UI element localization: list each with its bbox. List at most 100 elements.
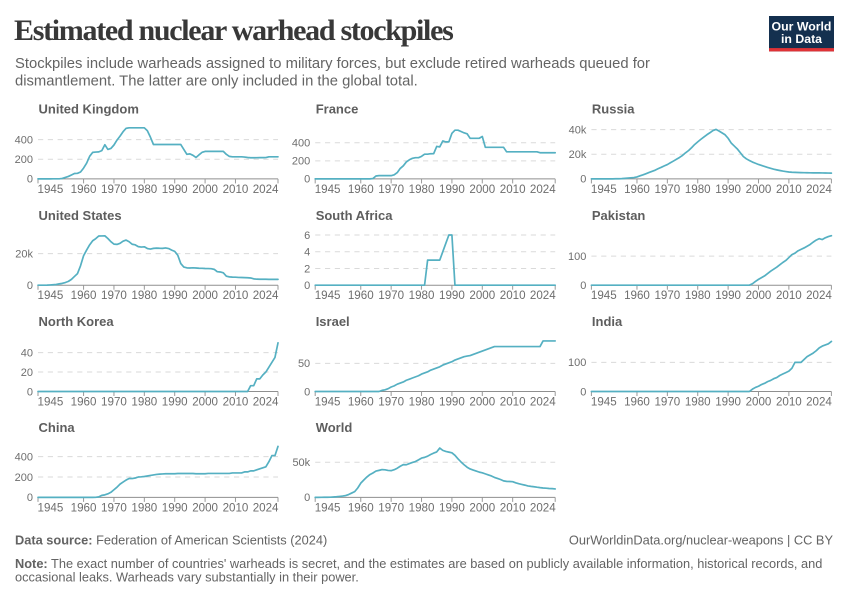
svg-text:1945: 1945 [315, 501, 341, 514]
svg-text:1970: 1970 [654, 289, 680, 302]
svg-text:0: 0 [27, 280, 33, 292]
svg-text:United Kingdom: United Kingdom [39, 102, 139, 117]
svg-text:20k: 20k [569, 149, 587, 161]
svg-text:2024: 2024 [530, 396, 556, 409]
svg-text:1945: 1945 [591, 289, 617, 302]
svg-text:0: 0 [27, 492, 33, 504]
svg-text:1960: 1960 [348, 183, 374, 196]
svg-text:1945: 1945 [315, 183, 341, 196]
svg-text:Estimated nuclear warhead stoc: Estimated nuclear warhead stockpiles [14, 14, 453, 47]
svg-text:40k: 40k [569, 124, 587, 136]
svg-text:2010: 2010 [776, 289, 802, 302]
svg-text:Russia: Russia [592, 102, 635, 117]
svg-text:1945: 1945 [315, 396, 341, 409]
svg-text:2010: 2010 [500, 501, 526, 514]
svg-text:2010: 2010 [223, 183, 249, 196]
svg-text:2024: 2024 [253, 289, 279, 302]
svg-text:1970: 1970 [654, 396, 680, 409]
svg-text:2000: 2000 [192, 396, 218, 409]
svg-text:1960: 1960 [624, 289, 650, 302]
svg-text:1990: 1990 [439, 183, 465, 196]
svg-text:50: 50 [298, 358, 310, 370]
svg-text:1980: 1980 [685, 183, 711, 196]
svg-text:2024: 2024 [530, 289, 556, 302]
svg-text:2024: 2024 [806, 396, 832, 409]
svg-text:200: 200 [15, 154, 33, 166]
svg-text:1980: 1980 [131, 183, 157, 196]
svg-text:200: 200 [15, 472, 33, 484]
svg-text:1945: 1945 [591, 396, 617, 409]
svg-text:2010: 2010 [500, 289, 526, 302]
svg-text:1980: 1980 [131, 396, 157, 409]
svg-text:1960: 1960 [71, 501, 97, 514]
svg-text:0: 0 [580, 386, 586, 398]
svg-text:North Korea: North Korea [39, 314, 115, 329]
svg-text:1990: 1990 [162, 501, 188, 514]
svg-text:0: 0 [580, 280, 586, 292]
svg-text:1990: 1990 [162, 289, 188, 302]
svg-text:2024: 2024 [253, 501, 279, 514]
svg-text:1960: 1960 [624, 396, 650, 409]
svg-text:1980: 1980 [131, 289, 157, 302]
svg-text:Note: The exact number of coun: Note: The exact number of countries' war… [15, 556, 822, 571]
svg-text:1960: 1960 [348, 501, 374, 514]
svg-text:2: 2 [304, 263, 310, 275]
svg-text:1945: 1945 [315, 289, 341, 302]
svg-text:2000: 2000 [192, 501, 218, 514]
svg-text:Pakistan: Pakistan [592, 208, 646, 223]
svg-text:2000: 2000 [469, 501, 495, 514]
svg-text:1990: 1990 [439, 289, 465, 302]
svg-text:1945: 1945 [38, 501, 64, 514]
svg-text:1990: 1990 [715, 183, 741, 196]
svg-text:20: 20 [21, 367, 33, 379]
svg-text:1970: 1970 [101, 396, 127, 409]
svg-text:2024: 2024 [253, 396, 279, 409]
svg-text:1970: 1970 [378, 501, 404, 514]
svg-text:2000: 2000 [746, 396, 772, 409]
svg-text:World: World [316, 420, 353, 435]
svg-text:Stockpiles include warheads as: Stockpiles include warheads assigned to … [15, 56, 650, 72]
svg-text:1980: 1980 [409, 289, 435, 302]
svg-text:1970: 1970 [378, 289, 404, 302]
svg-text:0: 0 [304, 174, 310, 186]
svg-text:in Data: in Data [781, 32, 822, 46]
svg-text:1970: 1970 [654, 183, 680, 196]
svg-text:2010: 2010 [223, 396, 249, 409]
svg-text:India: India [592, 314, 623, 329]
svg-text:1945: 1945 [38, 289, 64, 302]
svg-text:South Africa: South Africa [316, 208, 394, 223]
svg-text:1990: 1990 [715, 289, 741, 302]
svg-text:400: 400 [292, 138, 310, 150]
svg-text:2000: 2000 [469, 183, 495, 196]
svg-text:2000: 2000 [746, 183, 772, 196]
svg-text:0: 0 [304, 492, 310, 504]
svg-text:Our World: Our World [772, 20, 832, 34]
svg-text:1970: 1970 [378, 183, 404, 196]
svg-text:1970: 1970 [101, 289, 127, 302]
svg-text:China: China [39, 420, 76, 435]
svg-text:1990: 1990 [439, 501, 465, 514]
svg-text:2024: 2024 [530, 501, 556, 514]
svg-text:2024: 2024 [530, 183, 556, 196]
svg-text:2024: 2024 [806, 183, 832, 196]
svg-text:1970: 1970 [101, 183, 127, 196]
svg-text:0: 0 [304, 280, 310, 292]
svg-text:2000: 2000 [746, 289, 772, 302]
svg-text:1970: 1970 [378, 396, 404, 409]
svg-text:1970: 1970 [101, 501, 127, 514]
svg-text:1945: 1945 [38, 396, 64, 409]
svg-text:1960: 1960 [624, 183, 650, 196]
svg-text:100: 100 [568, 251, 586, 263]
svg-text:2010: 2010 [776, 183, 802, 196]
svg-text:1945: 1945 [38, 183, 64, 196]
svg-text:dismantlement. The latter are: dismantlement. The latter are only inclu… [15, 74, 418, 90]
svg-text:2000: 2000 [192, 183, 218, 196]
svg-text:1960: 1960 [71, 289, 97, 302]
svg-text:2010: 2010 [776, 396, 802, 409]
svg-text:1960: 1960 [71, 183, 97, 196]
svg-text:400: 400 [15, 134, 33, 146]
svg-text:2000: 2000 [469, 289, 495, 302]
svg-text:0: 0 [27, 174, 33, 186]
svg-text:50k: 50k [292, 457, 310, 469]
svg-text:1980: 1980 [409, 396, 435, 409]
